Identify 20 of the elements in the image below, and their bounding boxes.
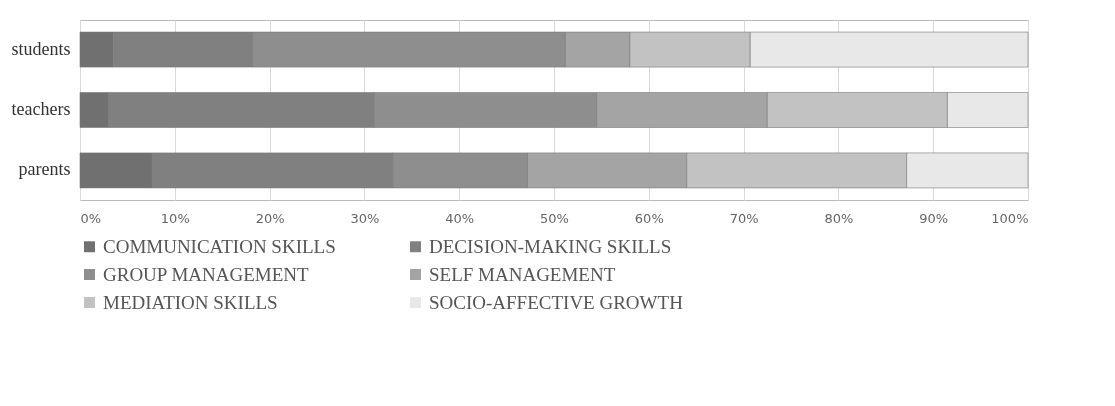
x-tick-label: 70% (729, 210, 759, 226)
legend-label: SOCIO-AFFECTIVE GROWTH (429, 291, 684, 313)
x-tick-label: 80% (824, 210, 854, 226)
x-tick-label: 60% (634, 210, 664, 226)
x-tick-label: 50% (540, 210, 569, 226)
x-tick-label: 90% (919, 210, 949, 226)
y-tick-label: parents (18, 159, 71, 180)
legend-label: MEDIATION SKILLS (103, 291, 278, 313)
y-tick-label: teachers (11, 99, 71, 119)
legend-label: SELF MANAGEMENT (429, 263, 616, 285)
x-tick-label: 20% (255, 210, 285, 226)
y-tick-label: students (11, 38, 71, 59)
legend-label: DECISION-MAKING SKILLS (429, 235, 672, 257)
x-tick-label: 100% (991, 210, 1029, 226)
legend-label: COMMUNICATION SKILLS (103, 235, 336, 257)
x-tick-label: 10% (160, 210, 190, 226)
x-tick-label: 40% (445, 210, 475, 226)
x-tick-label: 0% (80, 210, 102, 226)
x-tick-label: 30% (350, 210, 380, 226)
legend-label: GROUP MANAGEMENT (103, 263, 310, 285)
